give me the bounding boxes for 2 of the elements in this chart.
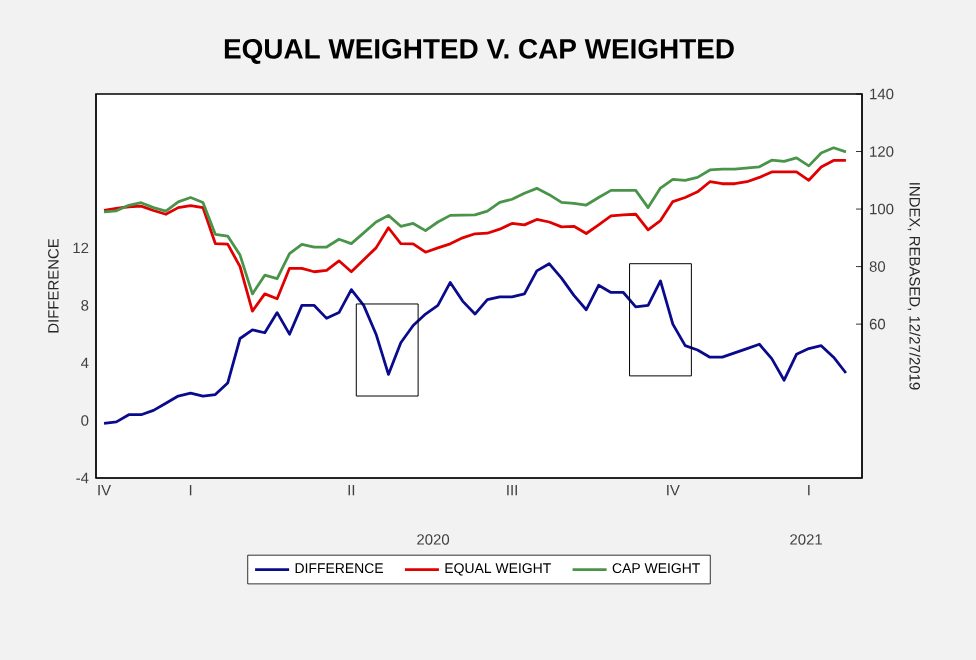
chart-title: EQUAL WEIGHTED V. CAP WEIGHTED (224, 38, 734, 64)
line-series (102, 262, 848, 425)
